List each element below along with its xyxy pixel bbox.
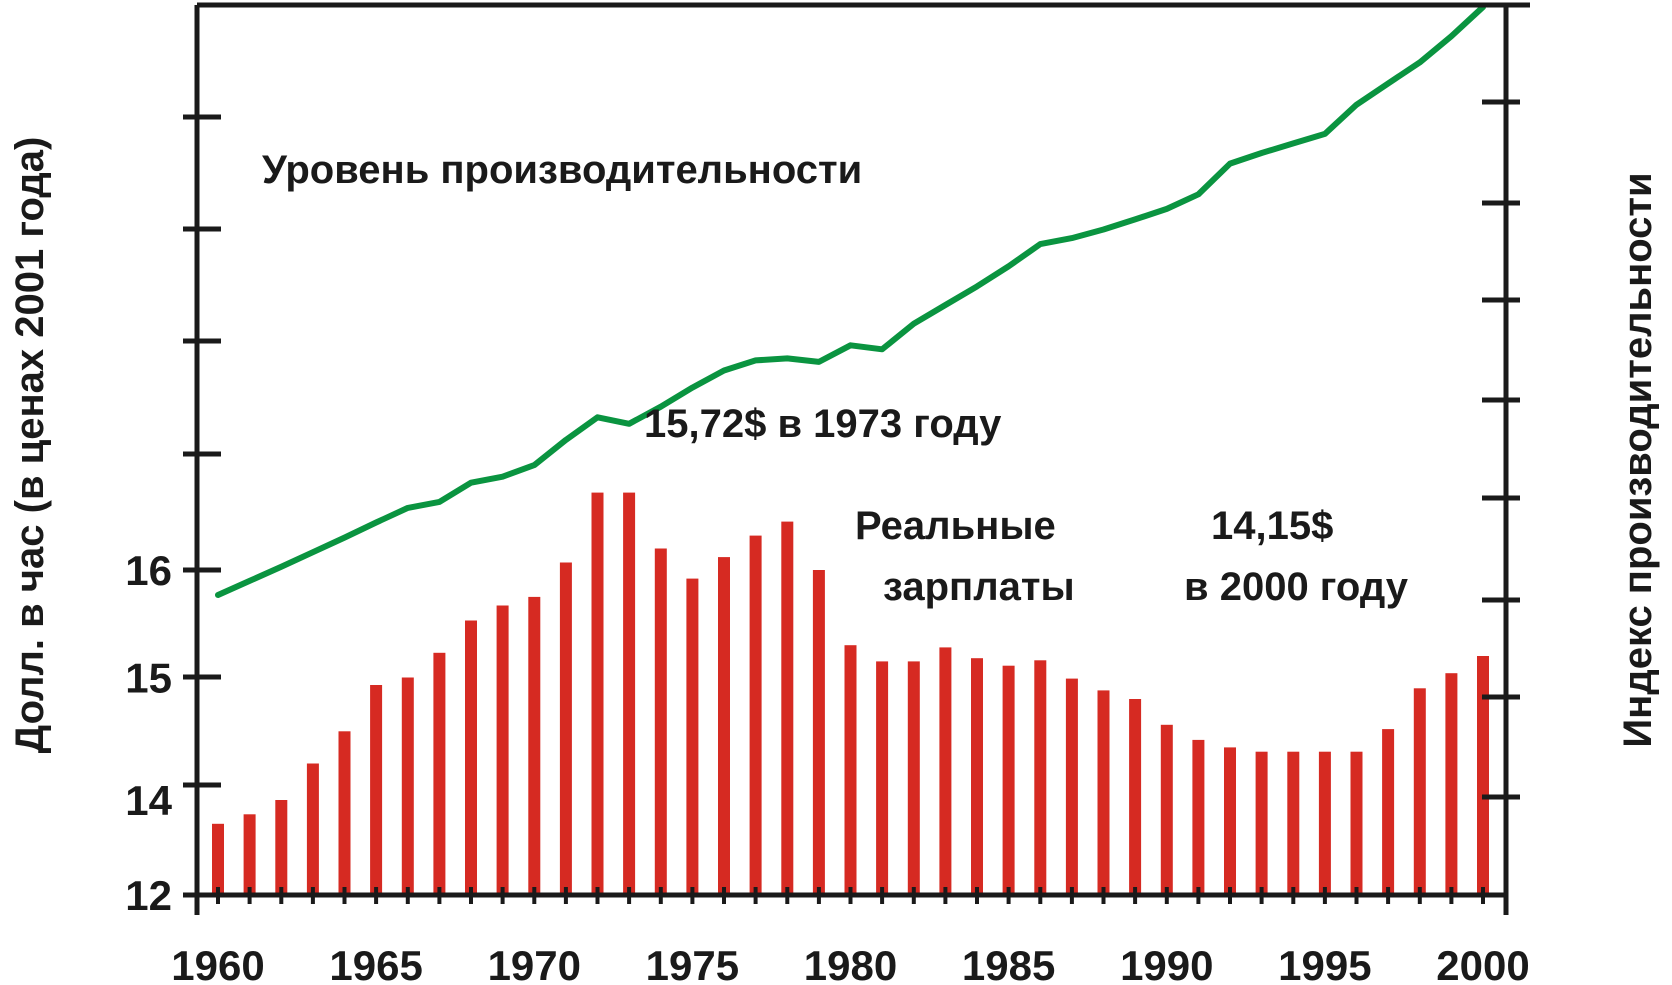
wage-bar-1971	[559, 562, 572, 895]
wage-bar-1977	[749, 535, 762, 895]
wage-bar-1981	[876, 661, 889, 895]
wage-bar-1968	[465, 620, 477, 895]
x-tick-label-2000: 2000	[1436, 942, 1529, 985]
wage-bar-1990	[1160, 724, 1173, 895]
wage-bar-1997	[1382, 729, 1395, 895]
wage-bar-1984	[971, 658, 983, 895]
x-tick-label-1975: 1975	[646, 942, 739, 985]
left-tick-label-14: 14	[125, 777, 172, 824]
tick-labels: 12 14 15 16 1960 1965 1970 1975 1980 1985 1990 1995…	[125, 547, 1529, 985]
wage-bar-1994	[1287, 751, 1300, 895]
wage-bar-1963	[306, 763, 319, 895]
x-tick-label-1985: 1985	[962, 942, 1055, 985]
wage-bars	[212, 492, 1489, 896]
wage-bar-1969	[496, 605, 509, 895]
wage-bar-1987	[1065, 678, 1078, 895]
wage-bar-1991	[1192, 739, 1205, 895]
wage-bar-1973	[623, 492, 636, 895]
x-tick-label-1995: 1995	[1278, 942, 1371, 985]
wage-bar-1980	[844, 645, 857, 895]
wage-bar-1966	[401, 677, 414, 895]
wage-bar-1989	[1129, 699, 1142, 895]
wage-bar-1972	[591, 492, 604, 895]
x-tick-label-1965: 1965	[329, 942, 422, 985]
left-axis-title: Долл. в час (в ценах 2001 года)	[8, 137, 52, 754]
wage-bar-1965	[370, 685, 383, 895]
peak-wage-annotation: 15,72$ в 1973 году	[644, 402, 1002, 446]
wage-bar-1970	[528, 596, 541, 895]
wage-bar-1996	[1350, 751, 1363, 895]
wage-bar-1999	[1445, 673, 1458, 895]
wage-bar-1974	[654, 548, 667, 895]
left-tick-label-12: 12	[125, 872, 172, 919]
wage-bar-1979	[812, 570, 825, 895]
wage-bar-2000	[1477, 656, 1489, 895]
wage-bar-1985	[1002, 665, 1015, 895]
wage-bar-1983	[939, 647, 952, 895]
left-tick-label-15: 15	[125, 655, 172, 702]
wage-bar-1998	[1413, 688, 1426, 896]
ticks	[183, 99, 1520, 904]
wage-bar-1964	[338, 731, 351, 896]
wage-bar-1967	[433, 652, 446, 895]
wage-bar-1976	[718, 557, 730, 895]
x-tick-label-1990: 1990	[1120, 942, 1213, 985]
right-axis-title: Индекс производительности	[1616, 172, 1660, 747]
wage-bar-1993	[1255, 751, 1268, 895]
wage-bar-1986	[1034, 660, 1047, 895]
wage-bar-1961	[243, 814, 256, 896]
productivity-line-group	[215, 4, 1486, 598]
end-wage-annotation-line2: в 2000 году	[1184, 565, 1409, 609]
productivity-line	[215, 4, 1486, 598]
wage-bar-1978	[781, 521, 794, 895]
x-tick-label-1980: 1980	[804, 942, 897, 985]
wage-bar-1995	[1318, 751, 1331, 895]
x-tick-label-1970: 1970	[488, 942, 581, 985]
wage-bar-1982	[907, 661, 920, 895]
wage-bar-1992	[1224, 747, 1236, 895]
wage-bar-1975	[686, 578, 699, 895]
end-wage-annotation-line1: 14,15$	[1211, 504, 1333, 548]
wage-bar-1960	[212, 823, 224, 896]
left-tick-label-16: 16	[125, 547, 172, 594]
wages-label-line1: Реальные	[855, 504, 1056, 548]
wage-bar-1962	[275, 800, 288, 895]
wages-label-line2: зарплаты	[883, 565, 1075, 609]
productivity-label: Уровень производительности	[262, 148, 862, 192]
wage-bar-1988	[1097, 690, 1110, 895]
x-tick-label-1960: 1960	[171, 942, 264, 985]
